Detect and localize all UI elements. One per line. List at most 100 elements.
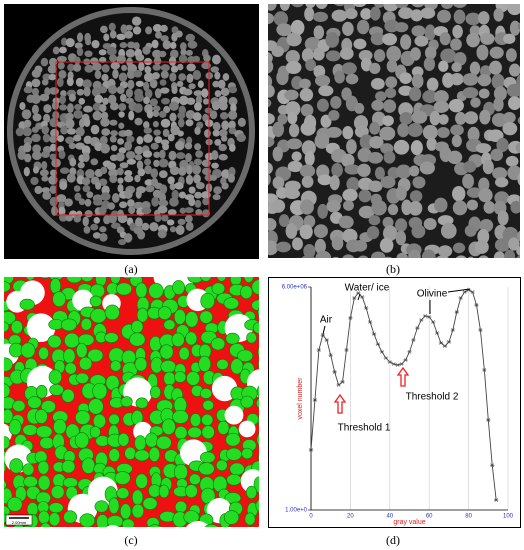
grain (133, 201, 144, 210)
grain (65, 214, 73, 222)
grain (118, 103, 127, 111)
grain (4, 408, 14, 424)
grain (23, 119, 32, 128)
grain (517, 172, 520, 186)
grain (451, 62, 462, 73)
grain (426, 137, 437, 151)
grain (80, 318, 93, 331)
grain (172, 280, 186, 295)
grain (134, 145, 144, 155)
grain (109, 135, 117, 143)
grain (136, 136, 144, 145)
panel-label: (d) (386, 533, 400, 547)
data-point (450, 328, 456, 332)
grain (161, 214, 169, 222)
data-point (486, 418, 491, 422)
grain (152, 49, 162, 59)
grain (199, 388, 213, 399)
grain (334, 70, 345, 84)
grain (169, 112, 177, 122)
pore (224, 405, 244, 425)
grain (31, 126, 39, 133)
grain (211, 282, 226, 295)
grain (84, 198, 92, 207)
grain (99, 226, 107, 233)
grain (23, 86, 33, 94)
grain (178, 118, 185, 128)
grain (194, 199, 202, 208)
grain (49, 384, 64, 396)
grain (117, 177, 124, 184)
grain (37, 460, 50, 475)
grain (380, 175, 396, 189)
grain (188, 197, 196, 207)
data-point (407, 350, 412, 354)
data-point (348, 316, 353, 320)
grain (252, 321, 259, 335)
grain (204, 129, 211, 138)
grain (194, 143, 202, 151)
data-point (360, 295, 365, 299)
grain (210, 66, 219, 73)
grain (465, 12, 481, 26)
grain (232, 529, 243, 542)
grain (93, 199, 103, 206)
grain (169, 72, 177, 82)
grain (158, 110, 167, 118)
grain (268, 98, 272, 108)
grain (89, 426, 101, 439)
grain (65, 112, 74, 121)
grain (119, 42, 128, 49)
grain (84, 64, 94, 73)
grain (78, 356, 93, 371)
grain (276, 69, 289, 86)
grain (41, 78, 49, 86)
grain (170, 41, 177, 50)
grain (141, 222, 150, 231)
grain (344, 164, 361, 175)
grain (469, 61, 481, 76)
annotation: Threshold 1 (338, 423, 391, 434)
grain (200, 292, 215, 310)
grain (493, 86, 507, 101)
grain (291, 237, 303, 251)
grain (201, 159, 211, 167)
grain (4, 277, 15, 285)
grain (301, 48, 314, 63)
grain (202, 399, 214, 411)
grain (450, 72, 464, 86)
grain (75, 77, 84, 87)
grain (478, 188, 493, 203)
grain (82, 79, 92, 89)
grain (422, 90, 438, 104)
grain (399, 111, 413, 125)
grain (63, 510, 77, 524)
grain (149, 222, 159, 232)
data-point (363, 306, 369, 310)
grain (386, 59, 398, 73)
grain (31, 78, 41, 88)
grain (128, 205, 136, 215)
grain (182, 88, 193, 96)
grain (223, 510, 240, 525)
grain (423, 217, 437, 230)
grain (39, 169, 49, 177)
grain (202, 98, 210, 105)
grain (65, 37, 75, 48)
grain (186, 164, 193, 175)
grain (379, 237, 394, 253)
grain (149, 336, 162, 352)
grain (4, 480, 7, 490)
grain (60, 126, 68, 135)
grain (507, 4, 520, 16)
grain (509, 63, 520, 77)
grain (143, 121, 150, 129)
grain (186, 63, 196, 72)
grain (48, 73, 57, 81)
grain (490, 148, 504, 162)
grain (79, 513, 96, 527)
grain (56, 55, 67, 63)
grain (160, 87, 170, 94)
grain (100, 25, 108, 34)
grain (173, 308, 186, 325)
